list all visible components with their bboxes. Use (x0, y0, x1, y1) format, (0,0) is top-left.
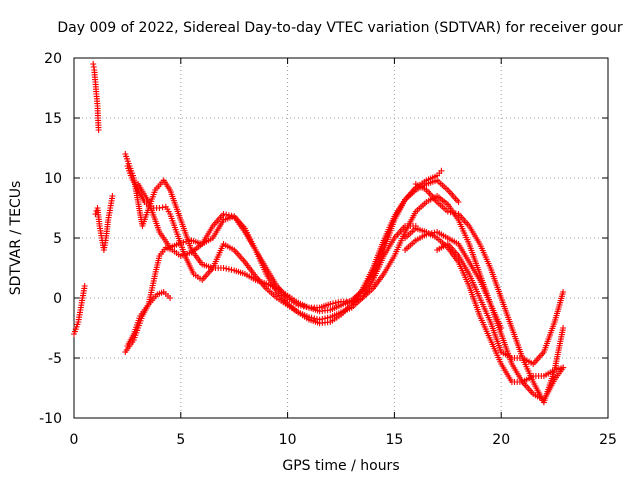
y-tick-label: 10 (44, 171, 62, 187)
track-marker (297, 302, 304, 309)
track-marker (228, 266, 235, 273)
track-marker (180, 239, 187, 246)
track-marker (450, 209, 457, 216)
x-tick-label: 5 (176, 432, 185, 448)
y-axis-title: SDTVAR / TECUs (8, 181, 24, 296)
track-marker (159, 204, 166, 211)
data-point (438, 167, 445, 174)
x-tick-label: 10 (279, 432, 297, 448)
data-point (423, 231, 430, 238)
x-tick-label: 15 (385, 432, 403, 448)
track-marker (322, 315, 328, 322)
data-point (295, 302, 302, 309)
track-marker (314, 316, 320, 322)
data-point (167, 295, 174, 301)
track-marker (308, 314, 315, 321)
data-point (81, 283, 88, 289)
track-marker (330, 300, 336, 307)
y-tick-label: 15 (44, 111, 62, 127)
track-marker (335, 299, 342, 306)
track-marker (225, 212, 232, 219)
data-point (560, 364, 567, 371)
y-axis-ticks: -10 -5 0 5 10 15 20 (39, 51, 608, 427)
data-point (560, 289, 567, 295)
data-point (455, 199, 462, 205)
track-marker (426, 230, 433, 237)
track-marker (300, 303, 307, 310)
track-marker (311, 315, 318, 322)
x-axis-ticks: 0 5 10 15 20 25 (70, 58, 617, 448)
y-tick-label: -5 (48, 351, 62, 367)
data-point (220, 265, 227, 271)
data-point (220, 211, 227, 217)
data-point (177, 239, 184, 246)
data-point (90, 61, 97, 67)
track-marker (452, 210, 459, 217)
track-marker (447, 209, 454, 216)
data-point (327, 301, 334, 307)
data-point (560, 325, 567, 331)
y-tick-label: -10 (39, 411, 62, 427)
chart-title: Day 009 of 2022, Sidereal Day-to-day VTE… (57, 20, 623, 36)
y-tick-label: 5 (53, 231, 62, 247)
track-marker (303, 304, 310, 310)
data-point (156, 205, 163, 211)
track-marker (319, 316, 326, 322)
track-marker (183, 238, 190, 245)
track-marker (324, 314, 331, 321)
track-marker (225, 266, 232, 273)
x-axis-title: GPS time / hours (282, 458, 399, 474)
track-marker (332, 299, 339, 306)
x-tick-label: 25 (599, 432, 617, 448)
track-marker (223, 265, 230, 272)
x-tick-label: 0 (70, 432, 79, 448)
track-marker (428, 230, 435, 237)
track-marker (431, 229, 438, 236)
y-tick-label: 0 (53, 291, 62, 307)
x-tick-label: 20 (492, 432, 510, 448)
data-point (109, 193, 116, 199)
data-point (306, 314, 312, 321)
data-marks (71, 61, 567, 406)
data-point (95, 127, 102, 133)
data-point (444, 208, 451, 215)
data-point (316, 316, 323, 323)
y-tick-label: 20 (44, 51, 62, 67)
